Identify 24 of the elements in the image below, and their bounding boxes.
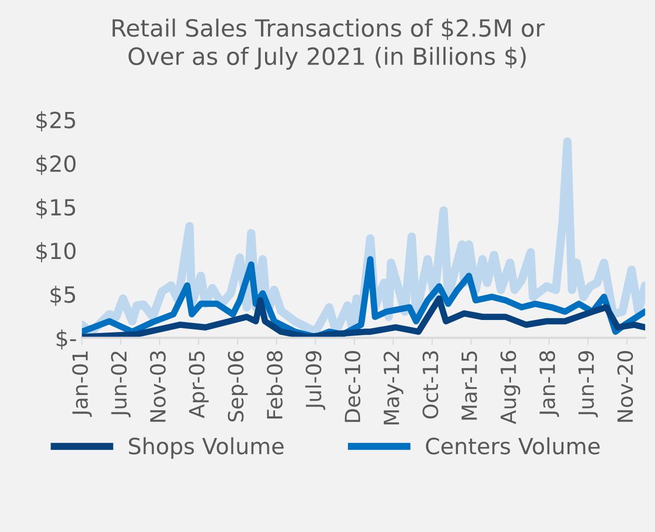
- x-tick-label: Jun-02: [110, 352, 131, 418]
- x-tick-label: Sep-06: [228, 350, 248, 422]
- legend-label: Shops Volume: [128, 437, 284, 459]
- x-tick-label: Oct-13: [422, 351, 438, 419]
- x-tick-label: Aug-16: [500, 350, 520, 424]
- y-tick-label: $10: [36, 242, 76, 262]
- x-tick-label: Nov-03: [150, 351, 166, 422]
- y-tick-label: $25: [36, 111, 76, 132]
- y-tick-label: $20: [36, 154, 76, 176]
- x-tick-label: Jan-01: [72, 352, 92, 417]
- x-tick-label: Jun-19: [578, 351, 598, 418]
- x-tick-label: Jan-18: [539, 351, 560, 417]
- y-tick-label: $5: [50, 286, 76, 306]
- x-tick-label: May-12: [384, 352, 404, 424]
- x-tick-label: Apr-05: [188, 351, 209, 418]
- x-tick-label: Dec-10: [344, 351, 360, 422]
- legend-label: Centers Volume: [426, 437, 600, 454]
- y-tick-label: $15: [36, 198, 76, 219]
- chart-title: Retail Sales Transactions of $2.5M or Over as of July 2021 (in Billions $): [112, 18, 545, 70]
- y-tick-label: $-: [56, 329, 76, 350]
- x-tick-label: Nov-20: [617, 351, 634, 422]
- x-tick-label: Feb-08: [266, 351, 283, 418]
- x-tick-label: Mar-15: [462, 351, 478, 420]
- x-tick-label: Jul-09: [305, 351, 326, 410]
